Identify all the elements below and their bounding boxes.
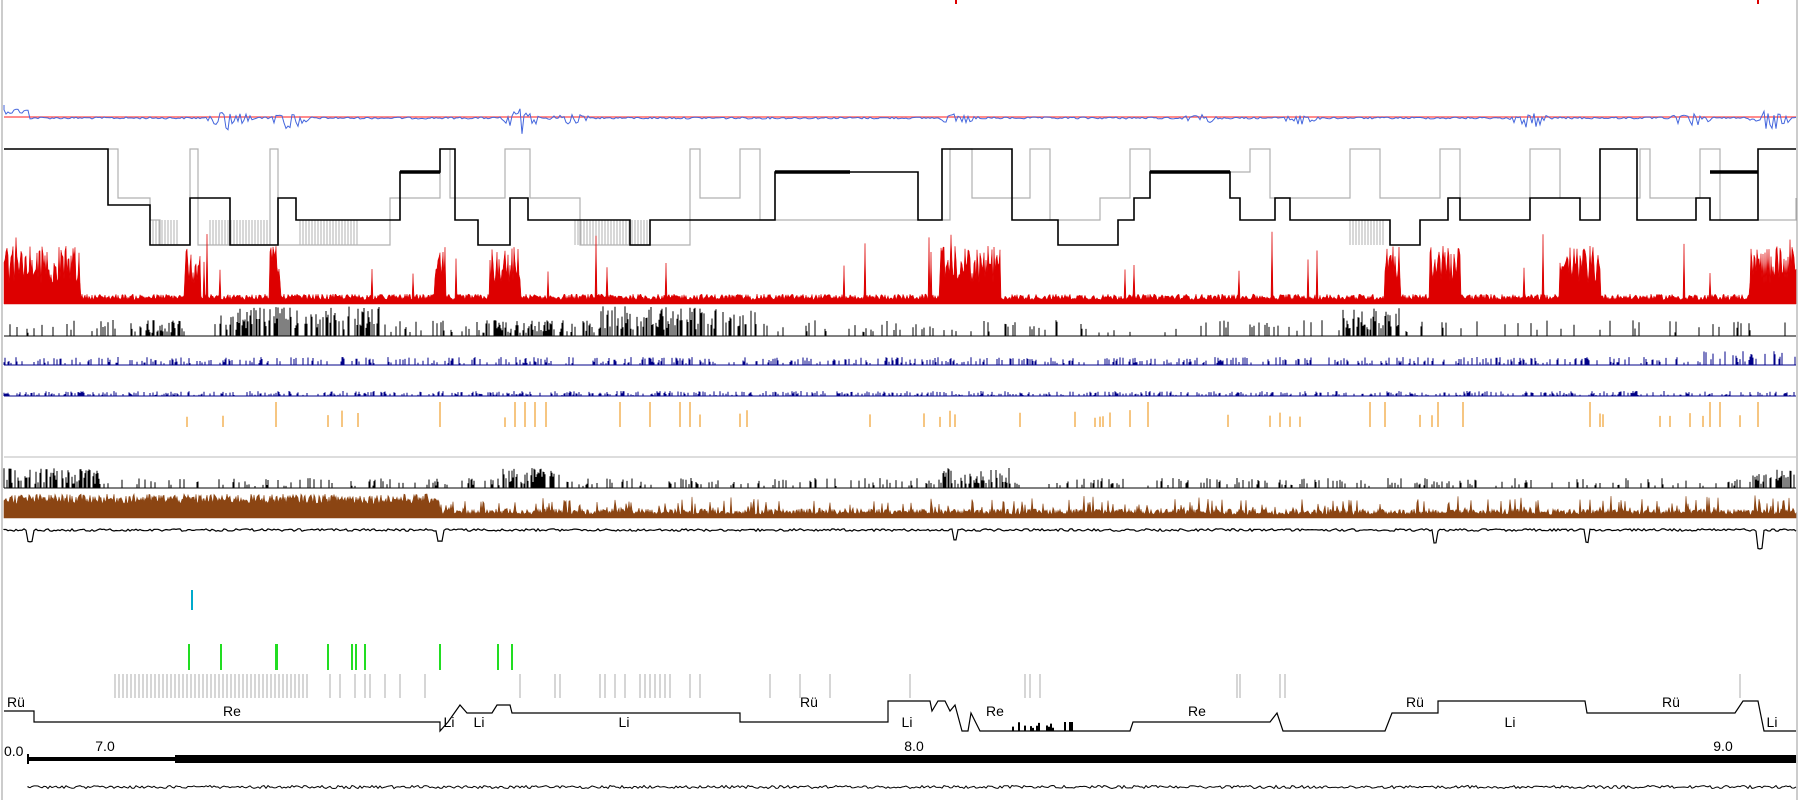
hypnogram-comb [149, 220, 1384, 245]
position-label: Re [986, 703, 1004, 719]
time-tick-label: 9.0 [1713, 738, 1733, 754]
time-tick-label: 7.0 [95, 738, 115, 754]
position-label: Li [444, 714, 455, 730]
hypnogram-trace [4, 148, 1796, 246]
position-label: Rü [7, 694, 25, 710]
gray-event-markers [114, 674, 1741, 698]
movement-trace [9, 306, 1786, 336]
time-ticks-group: 7.0 8.0 9.0 [95, 738, 1733, 754]
position-label: Li [1767, 714, 1778, 730]
time-tick-label: 8.0 [904, 738, 924, 754]
snore-trace [3, 468, 1795, 488]
abdomen-trace [3, 391, 1795, 396]
position-label: Rü [1406, 694, 1424, 710]
position-label: Li [1505, 714, 1516, 730]
position-labels-group: Rü Re Li Li Li Rü Li Re Re Rü Li Rü Li [7, 694, 1777, 730]
flow-trace [3, 105, 1797, 134]
position-label: Li [474, 714, 485, 730]
position-label: Rü [800, 694, 818, 710]
heart-rate-fill [3, 493, 1797, 519]
green-event-markers [188, 644, 513, 670]
position-label: Rü [1662, 694, 1680, 710]
time-start-label: 0.0 [4, 743, 24, 759]
tracks-group [3, 105, 1797, 790]
position-dense-segment [1012, 722, 1073, 731]
position-trace [4, 700, 1796, 733]
thorax-trace [3, 351, 1796, 365]
position-label: Li [902, 714, 913, 730]
hypnogram-alt-trace [4, 148, 1797, 246]
spo2-trace [3, 527, 1797, 550]
position-label: Re [223, 703, 241, 719]
bottom-trace [27, 784, 1797, 790]
time-bar-thick [175, 755, 1796, 763]
eeg-activity-fill [3, 231, 1797, 305]
position-label: Re [1188, 703, 1206, 719]
position-label: Li [619, 714, 630, 730]
orange-event-markers [186, 402, 1759, 427]
